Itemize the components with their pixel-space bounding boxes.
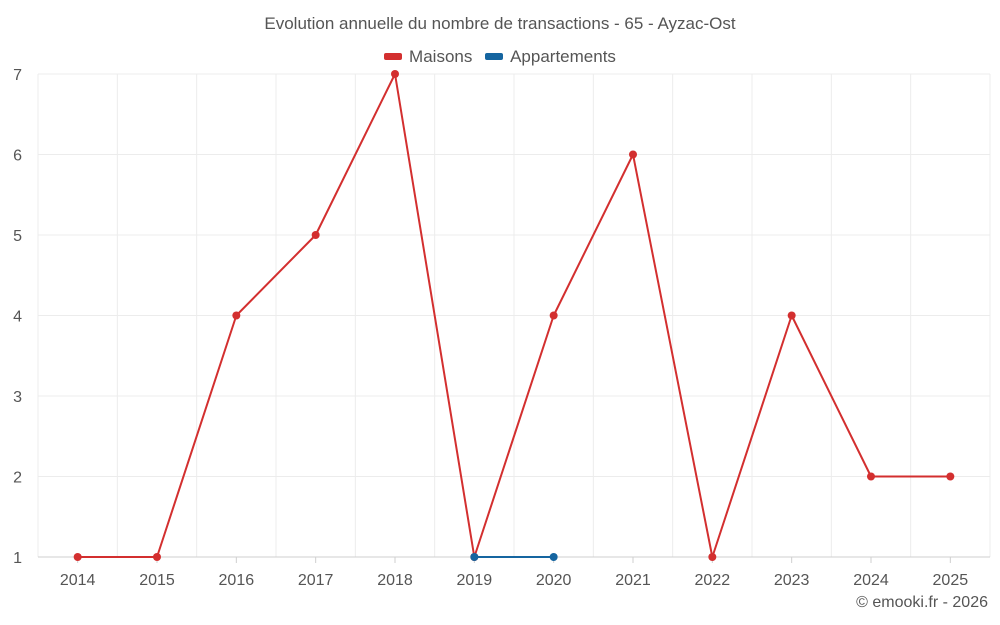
x-tick-label: 2014 xyxy=(60,572,96,589)
data-point-maisons xyxy=(867,472,875,481)
x-tick-label: 2017 xyxy=(298,572,334,589)
data-point-maisons xyxy=(629,150,637,159)
data-point-maisons xyxy=(946,472,955,481)
x-tick-label: 2020 xyxy=(536,572,572,589)
legend-swatch-maisons xyxy=(384,53,403,60)
data-point-maisons xyxy=(73,553,82,561)
y-tick-label: 3 xyxy=(13,389,22,406)
data-point-appartements xyxy=(470,553,479,561)
y-tick-label: 4 xyxy=(13,309,22,326)
y-tick-label: 6 xyxy=(13,148,22,165)
y-tick-label: 7 xyxy=(13,67,22,84)
chart-title: Evolution annuelle du nombre de transact… xyxy=(264,14,736,33)
data-point-maisons xyxy=(549,311,558,320)
x-tick-label: 2016 xyxy=(219,572,255,589)
y-tick-label: 5 xyxy=(13,228,22,245)
legend-swatch-appartements xyxy=(485,53,504,60)
data-point-maisons xyxy=(311,231,320,239)
x-tick-label: 2023 xyxy=(774,572,810,589)
y-tick-label: 1 xyxy=(13,550,22,567)
x-tick-label: 2019 xyxy=(457,572,493,589)
x-tick-label: 2024 xyxy=(853,572,889,589)
data-point-maisons xyxy=(391,70,399,78)
data-point-maisons xyxy=(153,553,161,561)
x-tick-label: 2015 xyxy=(139,572,175,589)
y-tick-label: 2 xyxy=(13,470,22,487)
x-tick-label: 2022 xyxy=(695,572,731,589)
series-line-maisons xyxy=(77,73,951,558)
legend-label-appartements: Appartements xyxy=(510,46,616,66)
legend-label-maisons: Maisons xyxy=(409,46,473,66)
data-point-maisons xyxy=(708,553,717,561)
data-point-maisons xyxy=(787,311,796,320)
legend-item-maisons[interactable]: Maisons xyxy=(384,47,472,67)
x-tick-label: 2018 xyxy=(377,572,413,589)
credit-text: © emooki.fr - 2026 xyxy=(856,594,988,611)
x-tick-label: 2025 xyxy=(933,572,969,589)
x-tick-label: 2021 xyxy=(615,572,651,589)
chart-legend: Maisons Appartements xyxy=(0,45,1000,67)
data-point-appartements xyxy=(549,553,558,561)
data-point-maisons xyxy=(232,311,241,320)
legend-item-appartements[interactable]: Appartements xyxy=(485,47,616,67)
